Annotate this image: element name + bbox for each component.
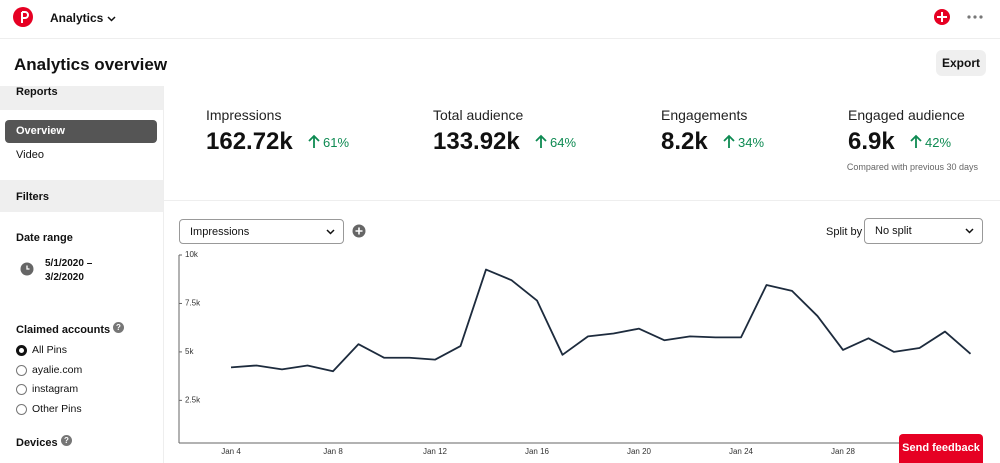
page-title: Analytics overview bbox=[14, 55, 168, 74]
radio[interactable] bbox=[16, 403, 27, 415]
up-arrow bbox=[723, 134, 735, 154]
date-range-label: Date range bbox=[16, 232, 73, 244]
x-tick-label: Jan 24 bbox=[729, 447, 754, 456]
filters-heading: Filters bbox=[16, 191, 50, 203]
y-tick-label: 5k bbox=[185, 347, 194, 356]
split-select-label: No split bbox=[875, 225, 912, 237]
metric-select[interactable]: Impressions bbox=[179, 219, 344, 244]
devices-label: Devices bbox=[16, 437, 58, 449]
x-tick-label: Jan 4 bbox=[221, 447, 241, 456]
x-tick-label: Jan 16 bbox=[525, 447, 550, 456]
x-tick-label: Jan 12 bbox=[423, 447, 448, 456]
metric-label: Engaged audience bbox=[848, 107, 965, 123]
metric-label: Impressions bbox=[206, 107, 282, 123]
divider bbox=[164, 200, 1000, 201]
radio[interactable] bbox=[16, 384, 27, 395]
metric-label: Total audience bbox=[433, 107, 524, 123]
up-arrow bbox=[308, 134, 320, 154]
devices-heading: Devices ? bbox=[16, 435, 72, 449]
split-select[interactable]: No split bbox=[864, 218, 983, 244]
metric-change: 61% bbox=[323, 135, 350, 150]
svg-text:?: ? bbox=[116, 323, 121, 332]
up-arrow bbox=[535, 134, 547, 154]
export-button[interactable]: Export bbox=[936, 50, 986, 76]
metric-change: 64% bbox=[550, 135, 577, 150]
clock-icon bbox=[20, 262, 34, 276]
report-item[interactable]: Video bbox=[16, 149, 44, 161]
y-tick-label: 2.5k bbox=[185, 395, 201, 404]
menu-label: Analytics bbox=[50, 11, 104, 25]
add-metric[interactable] bbox=[352, 224, 366, 238]
claimed-heading: Claimed accounts ? bbox=[16, 322, 125, 336]
date-start: 5/1/2020 – bbox=[45, 258, 93, 269]
feedback-button[interactable]: Send feedback bbox=[899, 434, 983, 463]
claimed-label: Claimed accounts bbox=[16, 324, 111, 336]
compare-note: Compared with previous 30 days bbox=[846, 162, 978, 172]
metric-value: 8.2k bbox=[661, 128, 708, 155]
metric-value: 162.72k bbox=[206, 128, 293, 155]
sidebar-band bbox=[0, 180, 163, 212]
account-label: instagram bbox=[32, 383, 79, 395]
reports-heading: Reports bbox=[16, 86, 58, 98]
y-tick-label: 10k bbox=[185, 250, 199, 259]
account-label: All Pins bbox=[32, 344, 68, 356]
metric-change: 34% bbox=[738, 135, 765, 150]
x-tick-label: Jan 28 bbox=[831, 447, 856, 456]
metric-value: 133.92k bbox=[433, 128, 520, 155]
radio[interactable] bbox=[16, 364, 27, 376]
metric-value: 6.9k bbox=[848, 128, 895, 155]
svg-text:?: ? bbox=[64, 436, 69, 445]
report-item[interactable]: Overview bbox=[5, 120, 157, 143]
x-tick-label: Jan 8 bbox=[323, 447, 343, 456]
split-label: Split by bbox=[826, 226, 863, 238]
metric-select-label: Impressions bbox=[190, 226, 250, 238]
metric-change: 42% bbox=[925, 135, 952, 150]
divider bbox=[0, 38, 1000, 39]
metric-label: Engagements bbox=[661, 107, 748, 123]
logo[interactable] bbox=[12, 6, 34, 28]
line bbox=[230, 268, 972, 373]
app-menu[interactable]: Analytics bbox=[50, 11, 116, 25]
sidebar-border bbox=[163, 86, 164, 463]
radio[interactable] bbox=[16, 345, 27, 356]
y-tick-label: 7.5k bbox=[185, 299, 201, 308]
date-end: 3/2/2020 bbox=[45, 272, 84, 283]
account-label: ayalie.com bbox=[32, 363, 83, 376]
account-label: Other Pins bbox=[32, 402, 82, 415]
sidebar-band bbox=[0, 86, 163, 110]
up-arrow bbox=[910, 134, 922, 154]
x-tick-label: Jan 20 bbox=[627, 447, 652, 456]
top-icons[interactable] bbox=[933, 8, 983, 26]
